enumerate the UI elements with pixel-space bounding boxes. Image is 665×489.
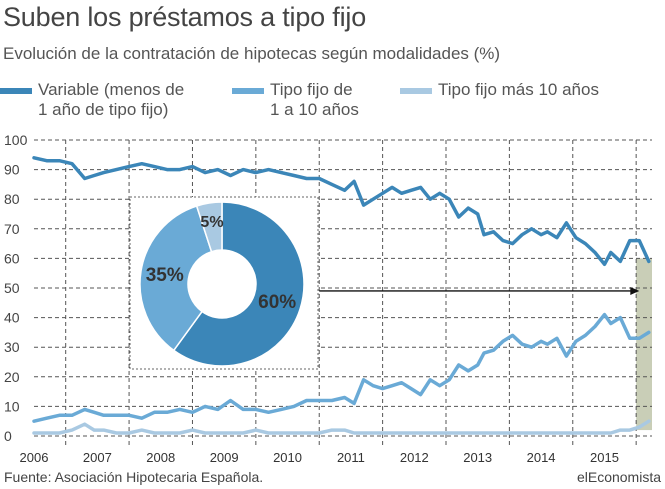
y-tick-label: 30 [4,339,20,355]
series-line-0 [32,156,651,267]
y-tick-label: 60 [4,250,20,266]
chart-subtitle: Evolución de la contratación de hipoteca… [3,44,501,63]
legend-label-fijo-1-10-line1: Tipo fijo de [270,80,353,99]
donut-slice-1 [139,205,213,352]
y-tick-label: 90 [4,162,20,178]
legend-label-fijo-mas-10: Tipo fijo más 10 años [438,80,599,99]
legend-item-fijo-mas-10: Tipo fijo más 10 años [400,80,599,100]
legend-label-variable-line2: 1 año de tipo fijo) [38,100,169,119]
chart-title: Suben los préstamos a tipo fijo [3,2,367,32]
brand-logo: elEconomista [576,469,661,485]
y-tick-label: 0 [4,428,12,444]
donut-slice-2 [195,201,223,253]
legend-swatch-fijo-mas-10 [400,88,432,94]
donut-label-1: 35% [146,265,184,286]
y-tick-label: 10 [4,398,20,414]
x-tick-label: 2013 [463,450,492,465]
y-tick-label: 70 [4,221,20,237]
donut-label-2: 5% [200,214,223,231]
x-tick-label: 2014 [527,450,556,465]
x-tick-label: 2015 [590,450,619,465]
y-tick-label: 40 [4,310,20,326]
legend-label-variable-line1: Variable (menos de [38,80,185,99]
legend-label-fijo-1-10-line2: 1 a 10 años [270,100,359,119]
y-tick-label: 50 [4,280,20,296]
donut-label-0: 60% [258,292,296,313]
x-tick-label: 2009 [210,450,239,465]
x-tick-label: 2007 [83,450,112,465]
series-line-1 [32,312,651,423]
legend: Variable (menos de 1 año de tipo fijo) T… [0,80,665,128]
x-tick-label: 2011 [337,450,365,465]
source-note: Fuente: Asociación Hipotecaria Española. [4,469,264,485]
y-tick-label: 100 [4,132,28,148]
y-tick-label: 20 [4,369,20,385]
arrow-head [630,286,640,295]
legend-item-fijo-1-10: Tipo fijo de 1 a 10 años [232,80,359,120]
legend-item-variable: Variable (menos de 1 año de tipo fijo) [0,80,184,120]
donut-slice-0 [172,201,305,367]
legend-swatch-fijo-1-10 [232,88,264,94]
legend-swatch-variable [0,88,32,94]
y-tick-label: 80 [4,191,20,207]
highlight-band [636,258,652,431]
x-tick-label: 2006 [20,450,49,465]
series-line-2 [32,419,651,435]
x-tick-label: 2008 [146,450,175,465]
x-tick-label: 2012 [400,450,429,465]
x-tick-label: 2010 [273,450,302,465]
